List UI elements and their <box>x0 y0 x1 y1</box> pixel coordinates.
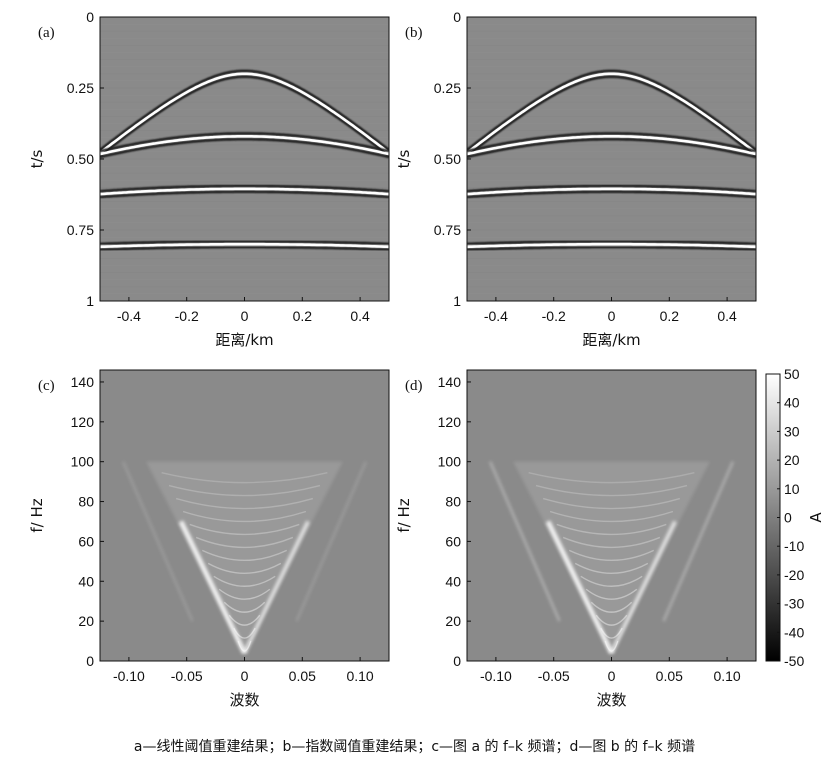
panel-label: (d) <box>405 378 423 394</box>
y-tick-label: 80 <box>445 494 461 510</box>
x-tick-label: 0.10 <box>346 668 373 684</box>
x-tick-label: 0.10 <box>713 668 740 684</box>
y-tick-label: 0 <box>453 9 461 25</box>
x-tick-label: 0.05 <box>289 668 316 684</box>
x-axis-label: 波数 <box>229 691 259 709</box>
y-tick-label: 140 <box>438 374 462 390</box>
y-tick-label: 0.75 <box>434 222 461 238</box>
y-tick-label: 100 <box>71 454 95 470</box>
panel-label: (b) <box>405 25 423 41</box>
x-tick-label: 0.2 <box>293 308 313 324</box>
panel-c: 0 20 40 60 80 100 120 140 -0.10 -0.05 0 0.05 0.10 波数 f… <box>28 369 390 709</box>
colorbar-label: A <box>807 512 825 523</box>
y-tick-label: 140 <box>71 374 95 390</box>
panel-d: 0 20 40 60 80 100 120 140 -0.10 -0.05 0 0.05 0.10 波数 f… <box>395 369 757 709</box>
y-tick-label: 0.50 <box>434 151 461 167</box>
colorbar-tick-label: 20 <box>784 452 800 468</box>
colorbar-tick-label: 10 <box>784 481 800 497</box>
y-tick-label: 0.25 <box>434 80 461 96</box>
x-tick-label: 0 <box>608 668 616 684</box>
y-tick-label: 0.50 <box>67 151 94 167</box>
reflection-event <box>467 240 756 251</box>
colorbar-tick-label: -10 <box>784 538 804 554</box>
x-tick-label: -0.10 <box>480 668 512 684</box>
panel-a: 0 0.25 0.50 0.75 1 -0.4 -0.2 0 0.2 0.4 距离/km t/s (a) <box>28 9 390 349</box>
y-tick-label: 120 <box>71 414 95 430</box>
fk-energy <box>488 461 735 655</box>
x-tick-label: -0.05 <box>171 668 203 684</box>
y-tick-label: 0.75 <box>67 222 94 238</box>
y-tick-label: 60 <box>445 533 461 549</box>
y-tick-label: 0 <box>86 9 94 25</box>
x-axis-label: 波数 <box>596 691 626 709</box>
x-axis-label: 距离/km <box>582 331 640 349</box>
colorbar-tick-label: 30 <box>784 423 800 439</box>
y-tick-label: 1 <box>453 293 461 309</box>
colorbar: 50 40 30 20 10 0 -10 -20 -30 -40 -50 A <box>765 366 825 669</box>
x-tick-label: 0.4 <box>717 308 737 324</box>
y-tick-label: 0.25 <box>67 80 94 96</box>
figure-caption: a—线性阈值重建结果；b—指数阈值重建结果；c—图 a 的 f–k 频谱；d—图… <box>133 739 696 755</box>
x-tick-label: -0.2 <box>542 308 566 324</box>
colorbar-tick-label: -50 <box>784 653 804 669</box>
panel-label: (c) <box>38 378 55 394</box>
x-tick-label: -0.4 <box>117 308 141 324</box>
y-tick-label: 100 <box>438 454 462 470</box>
x-tick-label: -0.4 <box>484 308 508 324</box>
reflection-event <box>467 132 756 159</box>
x-tick-label: 0 <box>608 308 616 324</box>
colorbar-tick-label: 0 <box>784 510 792 526</box>
colorbar-tick-label: -20 <box>784 567 804 583</box>
fk-energy <box>121 461 368 655</box>
y-axis-label: f/ Hz <box>395 498 413 532</box>
y-tick-label: 0 <box>453 653 461 669</box>
y-tick-label: 20 <box>445 613 461 629</box>
reflection-event <box>100 184 389 199</box>
reflection-event <box>467 184 756 199</box>
panel-b: 0 0.25 0.50 0.75 1 -0.4 -0.2 0 0.2 0.4 距离/km t/s (b) <box>395 9 757 349</box>
x-tick-label: 0 <box>241 308 249 324</box>
y-axis-label: t/s <box>395 149 413 168</box>
y-tick-label: 80 <box>78 494 94 510</box>
reflection-event <box>100 69 389 157</box>
reflection-event <box>100 240 389 251</box>
panel-label: (a) <box>38 25 55 41</box>
y-tick-label: 40 <box>78 573 94 589</box>
x-tick-label: -0.2 <box>175 308 199 324</box>
reflection-event <box>100 132 389 159</box>
colorbar-tick-label: 40 <box>784 395 800 411</box>
x-tick-label: 0 <box>241 668 249 684</box>
colorbar-tick-label: -30 <box>784 596 804 612</box>
y-tick-label: 120 <box>438 414 462 430</box>
x-tick-label: 0.2 <box>660 308 680 324</box>
x-tick-label: -0.05 <box>538 668 570 684</box>
reflection-event <box>467 69 756 157</box>
y-axis-label: t/s <box>28 149 46 168</box>
colorbar-tick-label: -40 <box>784 624 804 640</box>
y-tick-label: 60 <box>78 533 94 549</box>
y-tick-label: 40 <box>445 573 461 589</box>
x-axis-label: 距离/km <box>215 331 273 349</box>
x-tick-label: -0.10 <box>113 668 145 684</box>
x-tick-label: 0.05 <box>656 668 683 684</box>
colorbar-tick-label: 50 <box>784 366 800 382</box>
y-tick-label: 20 <box>78 613 94 629</box>
x-tick-label: 0.4 <box>350 308 370 324</box>
y-axis-label: f/ Hz <box>28 498 46 532</box>
y-tick-label: 0 <box>86 653 94 669</box>
y-tick-label: 1 <box>86 293 94 309</box>
